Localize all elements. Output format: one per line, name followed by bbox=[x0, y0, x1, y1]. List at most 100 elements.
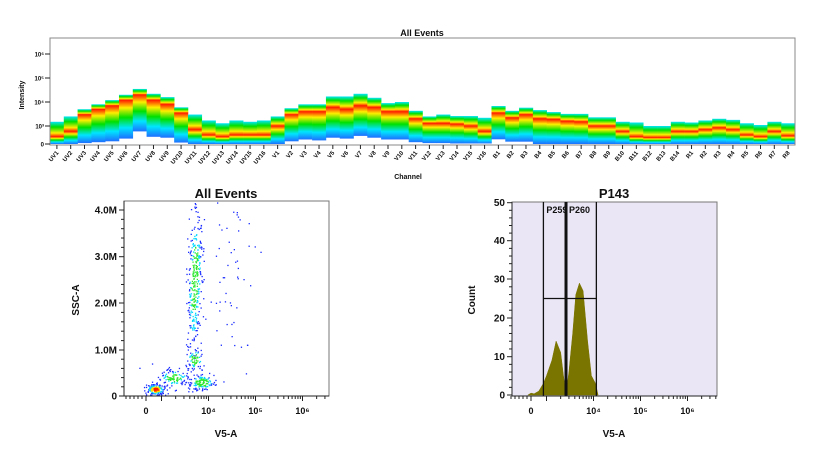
scatter-point bbox=[170, 378, 172, 381]
scatter-point bbox=[155, 390, 157, 392]
spectrum-column-v8 bbox=[367, 97, 382, 138]
scatter-point bbox=[191, 229, 193, 231]
spectrum-column-r6 bbox=[753, 125, 768, 144]
scatter-point bbox=[199, 271, 202, 273]
scatter-point bbox=[203, 379, 205, 381]
scatter-point bbox=[195, 382, 197, 384]
scatter-point bbox=[218, 247, 220, 250]
scatter-point bbox=[194, 299, 196, 301]
scatter-point bbox=[192, 299, 194, 301]
histogram-y-label: Count bbox=[467, 285, 478, 315]
scatter-point bbox=[198, 255, 200, 258]
scatter-x-label: V5-A bbox=[215, 429, 238, 440]
scatter-point bbox=[198, 288, 201, 290]
scatter-point bbox=[189, 317, 191, 319]
scatter-point bbox=[189, 296, 191, 298]
scatter-point bbox=[169, 387, 171, 389]
scatter-point bbox=[193, 338, 195, 341]
scatter-point bbox=[195, 271, 197, 273]
scatter-point bbox=[156, 394, 158, 396]
scatter-point bbox=[195, 238, 197, 240]
channel-label: V9 bbox=[382, 150, 392, 160]
x-tick-label: 10⁵ bbox=[248, 406, 262, 416]
scatter-point bbox=[188, 218, 190, 220]
scatter-point bbox=[213, 381, 216, 384]
scatter-point bbox=[193, 256, 195, 258]
scatter-point bbox=[187, 376, 189, 378]
scatter-point bbox=[193, 329, 195, 331]
spectrum-column-uv12 bbox=[201, 120, 216, 144]
channel-label: R3 bbox=[713, 150, 723, 160]
scatter-point bbox=[162, 391, 164, 393]
spectrum-column-v9 bbox=[381, 103, 396, 140]
scatter-point bbox=[163, 371, 165, 373]
scatter-point bbox=[186, 273, 188, 276]
scatter-point bbox=[169, 370, 171, 373]
scatter-point bbox=[194, 304, 196, 306]
scatter-point bbox=[196, 260, 198, 262]
scatter-point bbox=[194, 377, 196, 380]
scatter-point bbox=[198, 216, 201, 218]
spectrum-column-b7 bbox=[574, 113, 589, 144]
scatter-point bbox=[184, 375, 186, 377]
scatter-point bbox=[195, 350, 197, 352]
scatter-point bbox=[157, 389, 160, 391]
scatter-point bbox=[150, 394, 152, 396]
scatter-point bbox=[203, 250, 205, 253]
scatter-point bbox=[197, 360, 199, 362]
scatter-point bbox=[158, 388, 160, 390]
scatter-point bbox=[191, 239, 193, 242]
x-tick-label: 10⁶ bbox=[680, 406, 694, 416]
scatter-point bbox=[167, 393, 169, 395]
scatter-point bbox=[237, 216, 240, 218]
scatter-point bbox=[228, 241, 230, 243]
spectrum-column-b10 bbox=[615, 121, 630, 144]
scatter-point bbox=[189, 343, 192, 345]
scatter-point bbox=[205, 379, 207, 382]
scatter-point bbox=[203, 381, 205, 383]
scatter-point bbox=[195, 362, 197, 364]
spectrum-column-b11 bbox=[629, 122, 644, 144]
scatter-point bbox=[195, 234, 198, 237]
scatter-point bbox=[200, 349, 202, 352]
scatter-point bbox=[198, 228, 200, 231]
scatter-point bbox=[187, 387, 190, 389]
channel-label: B3 bbox=[520, 150, 530, 160]
channel-label: UV15 bbox=[239, 150, 254, 166]
scatter-point bbox=[190, 360, 192, 362]
scatter-point bbox=[176, 374, 178, 376]
scatter-point bbox=[191, 311, 194, 313]
scatter-point bbox=[181, 382, 184, 384]
scatter-point bbox=[227, 264, 229, 267]
scatter-point bbox=[161, 394, 163, 396]
scatter-point bbox=[173, 378, 175, 380]
scatter-point bbox=[176, 382, 178, 384]
spectrum-column-uv14 bbox=[229, 120, 244, 144]
scatter-point bbox=[190, 299, 192, 301]
scatter-point bbox=[237, 276, 239, 278]
scatter-point bbox=[192, 329, 194, 331]
scatter-point bbox=[200, 383, 202, 386]
scatter-point bbox=[197, 272, 199, 274]
scatter-point bbox=[186, 268, 188, 270]
scatter-point bbox=[193, 374, 195, 376]
scatter-point bbox=[222, 277, 224, 279]
scatter-point bbox=[194, 289, 196, 291]
scatter-point bbox=[195, 211, 197, 213]
scatter-point bbox=[200, 374, 202, 376]
scatter-point bbox=[200, 242, 202, 244]
scatter-point bbox=[154, 393, 157, 395]
scatter-point bbox=[189, 282, 191, 285]
y-tick-label: 2.0M bbox=[95, 299, 117, 310]
scatter-point bbox=[188, 307, 190, 309]
scatter-point bbox=[201, 369, 203, 371]
scatter-point bbox=[195, 378, 197, 380]
spectrum-column-b9 bbox=[601, 117, 616, 144]
scatter-point bbox=[199, 262, 201, 264]
scatter-point bbox=[197, 306, 199, 308]
scatter-point bbox=[193, 340, 195, 342]
scatter-point bbox=[194, 362, 196, 364]
scatter-point bbox=[193, 257, 196, 259]
scatter-point bbox=[188, 382, 190, 384]
scatter-point bbox=[152, 389, 154, 391]
